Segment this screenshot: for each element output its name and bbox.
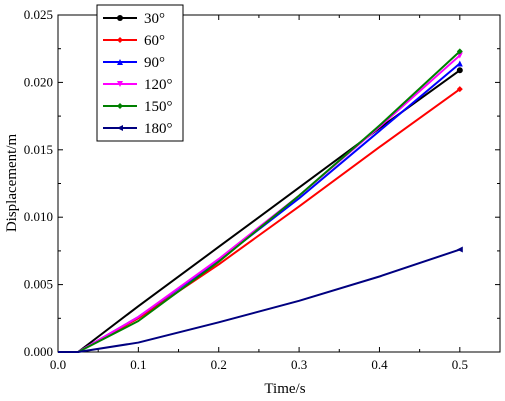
x-tick-label: 0.2	[211, 357, 227, 372]
legend-label: 60°	[144, 33, 165, 49]
x-tick-label: 0.3	[291, 357, 307, 372]
series-end-marker-0	[456, 67, 463, 74]
legend-label: 120°	[144, 77, 173, 93]
axes: 0.0 0.1 0.2 0.3 0.4 0.5 0.000 0.005 0.010 0.015 0.…	[24, 7, 501, 372]
series-lines	[58, 48, 463, 353]
legend: 30° 60° 90° 120° 150° 180°	[96, 4, 184, 142]
series-end-marker-5	[456, 246, 463, 253]
x-tick-label: 0.0	[50, 357, 66, 372]
series-end-marker-1	[456, 86, 463, 93]
y-tick-label: 0.005	[24, 277, 53, 292]
x-tick-label: 0.1	[130, 357, 146, 372]
legend-swatch-marker	[117, 37, 123, 43]
series-end-marker-2	[456, 60, 463, 67]
x-axis-title: Time/s	[264, 381, 305, 397]
legend-box	[96, 4, 184, 142]
legend-label: 150°	[144, 99, 173, 115]
series-line-5	[58, 248, 461, 353]
x-tick-label: 0.4	[371, 357, 388, 372]
legend-label: 30°	[144, 11, 165, 27]
x-tick-label: 0.5	[452, 357, 468, 372]
y-tick-label: 0.020	[24, 74, 53, 89]
y-axis-title: Displacement/m	[4, 134, 20, 233]
legend-label: 180°	[144, 121, 173, 137]
y-tick-label: 0.010	[24, 209, 53, 224]
legend-swatch-marker	[117, 103, 123, 109]
legend-label: 90°	[144, 55, 165, 71]
series-end-marker-4	[456, 48, 463, 55]
legend-swatch-marker	[117, 81, 123, 87]
y-tick-label: 0.000	[24, 344, 53, 359]
legend-swatch-marker	[117, 125, 123, 131]
legend-swatch-marker	[117, 59, 123, 65]
y-tick-label: 0.015	[24, 142, 53, 157]
legend-swatch-marker	[117, 15, 123, 21]
y-tick-label: 0.025	[24, 7, 53, 22]
